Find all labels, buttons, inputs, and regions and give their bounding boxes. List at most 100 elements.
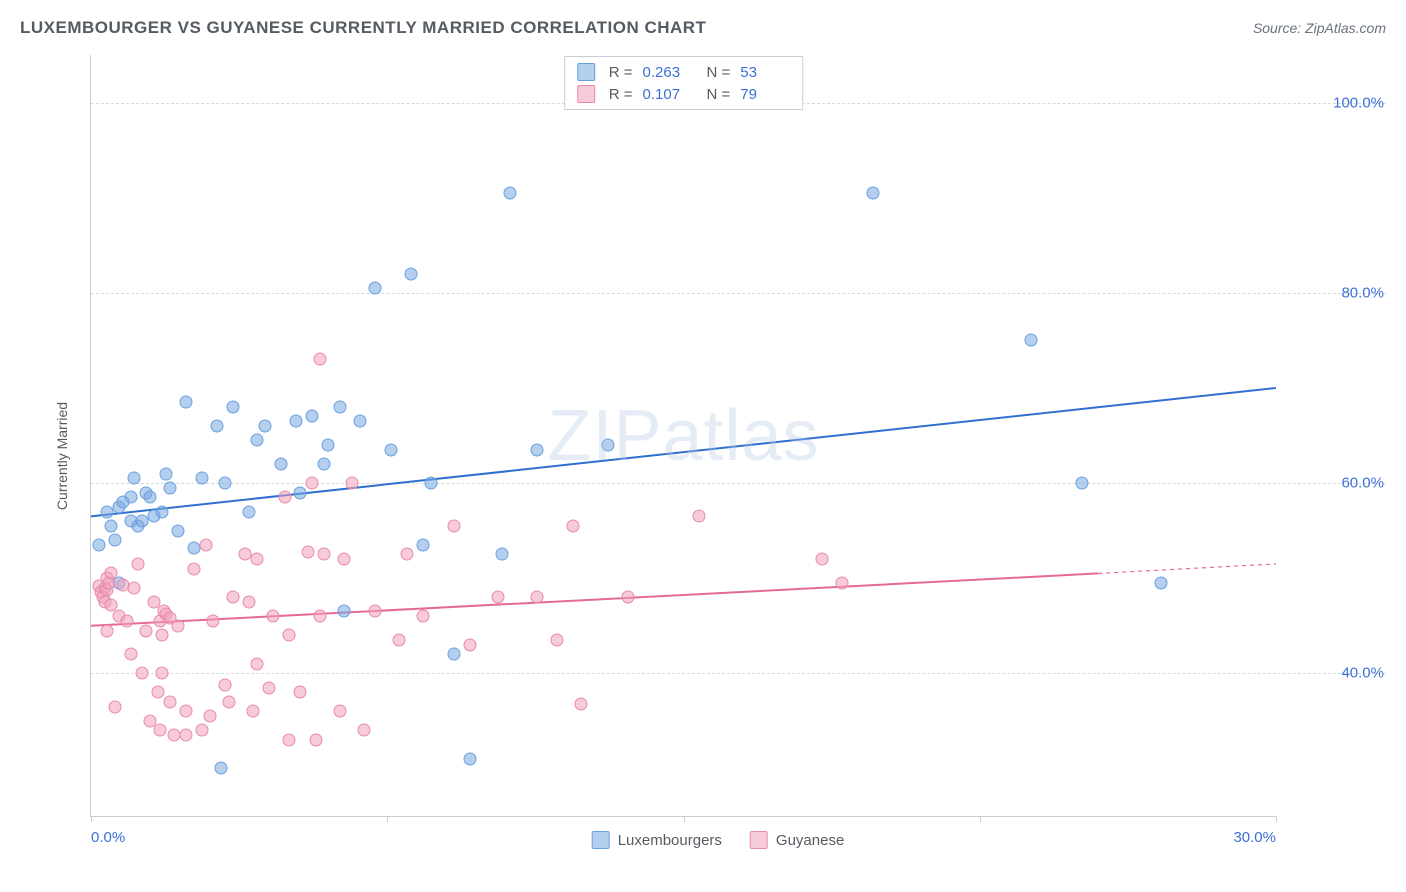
data-point [108, 534, 121, 547]
stats-legend-row: R =0.263N =53 [577, 61, 791, 83]
data-point [124, 491, 137, 504]
trend-line [91, 388, 1276, 516]
chart-title: LUXEMBOURGER VS GUYANESE CURRENTLY MARRI… [20, 18, 706, 38]
data-point [246, 705, 259, 718]
data-point [495, 548, 508, 561]
data-point [195, 472, 208, 485]
data-point [318, 458, 331, 471]
data-point [369, 282, 382, 295]
data-point [401, 548, 414, 561]
y-axis-title: Currently Married [54, 402, 70, 510]
x-tick [387, 816, 388, 822]
data-point [566, 519, 579, 532]
data-point [243, 505, 256, 518]
data-point [156, 667, 169, 680]
data-point [171, 619, 184, 632]
data-point [108, 700, 121, 713]
legend-swatch [577, 85, 595, 103]
data-point [503, 186, 516, 199]
data-point [136, 667, 149, 680]
data-point [278, 491, 291, 504]
stats-legend: R =0.263N =53R =0.107N =79 [564, 56, 804, 110]
data-point [195, 724, 208, 737]
data-point [128, 472, 141, 485]
data-point [1155, 576, 1168, 589]
data-point [416, 610, 429, 623]
data-point [424, 477, 437, 490]
legend-swatch [750, 831, 768, 849]
r-label: R = [609, 86, 633, 103]
data-point [282, 733, 295, 746]
legend-label: Guyanese [776, 832, 844, 849]
data-point [531, 443, 544, 456]
data-point [464, 638, 477, 651]
data-point [203, 710, 216, 723]
data-point [464, 752, 477, 765]
x-tick-label: 30.0% [1233, 829, 1276, 846]
data-point [1025, 334, 1038, 347]
data-point [693, 510, 706, 523]
x-tick [684, 816, 685, 822]
data-point [199, 538, 212, 551]
data-point [104, 567, 117, 580]
data-point [124, 648, 137, 661]
data-point [160, 467, 173, 480]
legend-swatch [577, 63, 595, 81]
data-point [602, 439, 615, 452]
data-point [622, 591, 635, 604]
x-tick [91, 816, 92, 822]
data-point [262, 681, 275, 694]
stats-legend-row: R =0.107N =79 [577, 83, 791, 105]
y-tick-label: 80.0% [1284, 284, 1384, 301]
data-point [266, 610, 279, 623]
data-point [223, 695, 236, 708]
data-point [835, 576, 848, 589]
data-point [219, 678, 232, 691]
n-label: N = [707, 64, 731, 81]
data-point [258, 420, 271, 433]
data-point [385, 443, 398, 456]
data-point [116, 578, 129, 591]
n-label: N = [707, 86, 731, 103]
data-point [333, 705, 346, 718]
data-point [104, 519, 117, 532]
source-label: Source: ZipAtlas.com [1253, 20, 1386, 36]
r-label: R = [609, 64, 633, 81]
data-point [815, 553, 828, 566]
r-value: 0.263 [643, 64, 693, 81]
data-point [393, 634, 406, 647]
data-point [282, 629, 295, 642]
data-point [243, 595, 256, 608]
data-point [551, 634, 564, 647]
data-point [250, 657, 263, 670]
data-point [164, 695, 177, 708]
data-point [207, 615, 220, 628]
plot-area: ZIPatlas R =0.263N =53R =0.107N =79 40.0… [90, 55, 1276, 817]
data-point [448, 648, 461, 661]
data-point [250, 553, 263, 566]
data-point [337, 605, 350, 618]
data-point [211, 420, 224, 433]
data-point [154, 724, 167, 737]
data-point [294, 686, 307, 699]
data-point [353, 415, 366, 428]
data-point [156, 505, 169, 518]
legend-label: Luxembourgers [618, 832, 722, 849]
data-point [100, 624, 113, 637]
data-point [322, 439, 335, 452]
data-point [215, 762, 228, 775]
legend-item: Guyanese [750, 831, 844, 849]
data-point [294, 486, 307, 499]
data-point [357, 724, 370, 737]
chart-container: Currently Married ZIPatlas R =0.263N =53… [50, 55, 1386, 857]
data-point [152, 686, 165, 699]
data-point [164, 481, 177, 494]
x-tick [980, 816, 981, 822]
data-point [314, 353, 327, 366]
data-point [132, 557, 145, 570]
series-legend: Luxembourgers Guyanese [592, 831, 845, 849]
data-point [156, 629, 169, 642]
y-tick-label: 40.0% [1284, 665, 1384, 682]
data-point [179, 705, 192, 718]
data-point [302, 545, 315, 558]
